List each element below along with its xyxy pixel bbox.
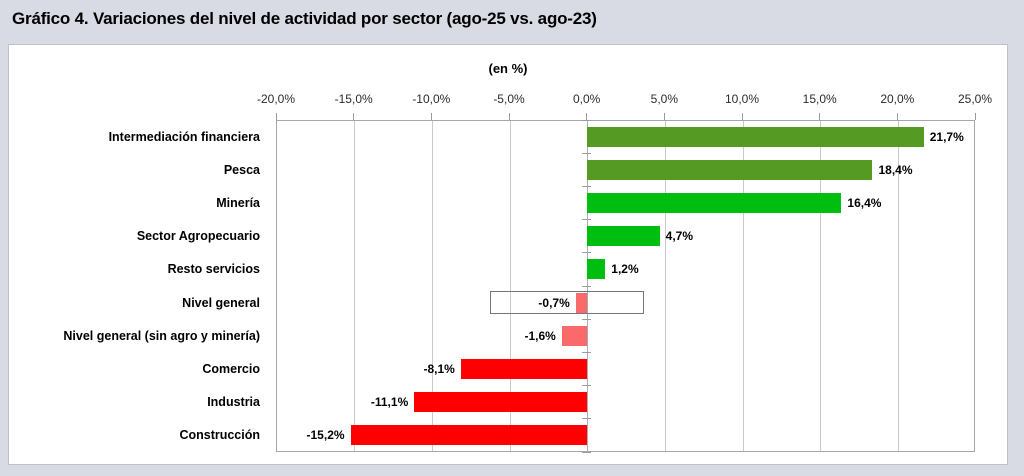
x-axis-tick-label: 15,0%: [802, 92, 837, 106]
gridline: [509, 121, 511, 451]
x-axis-tick-label: 0,0%: [572, 92, 601, 106]
bar-value-label: -0,7%: [538, 295, 570, 310]
bar-pesca: [586, 159, 873, 180]
x-axis-tick-mark: [353, 113, 355, 120]
x-axis-tick-mark: [741, 113, 743, 120]
category-axis-tick-mark: [582, 285, 592, 287]
category-label: Industria: [207, 395, 260, 410]
x-axis-tick-mark: [275, 113, 277, 120]
bar-sector-agropecuario: [586, 226, 660, 247]
category-label: Sector Agropecuario: [136, 229, 260, 244]
category-label: Construcción: [179, 428, 260, 443]
category-axis-tick-mark: [582, 119, 592, 121]
category-axis-tick-mark: [582, 451, 592, 453]
category-axis-tick-mark: [582, 252, 592, 254]
x-axis-tick-mark: [508, 113, 510, 120]
chart-title: Gráfico 4. Variaciones del nivel de acti…: [12, 9, 597, 28]
bar-value-label: 21,7%: [929, 129, 964, 144]
bar-construcci-n: [350, 425, 587, 446]
bar-nivel-general: [575, 292, 587, 313]
category-axis-tick-mark: [582, 418, 592, 420]
bar-industria: [414, 392, 587, 413]
bar-comercio: [460, 359, 587, 379]
category-label: Resto servicios: [167, 262, 260, 277]
category-label: Minería: [216, 195, 260, 210]
x-axis-tick-label: -20,0%: [256, 92, 296, 106]
bar-nivel-general-sin-agro-y-miner-a-: [561, 325, 587, 346]
category-axis-tick-mark: [582, 152, 592, 154]
bar-value-label: 16,4%: [847, 195, 882, 210]
x-axis-tick-mark: [430, 113, 432, 120]
gridline: [742, 121, 744, 451]
bar-intermediaci-n-financiera: [586, 126, 924, 147]
gridline: [664, 121, 666, 451]
bar-value-label: -11,1%: [370, 395, 409, 410]
category-axis-tick-mark: [582, 385, 592, 387]
x-axis-tick-label: -5,0%: [493, 92, 525, 106]
x-axis-tick-label: 5,0%: [650, 92, 678, 106]
gridline: [354, 121, 356, 451]
category-label: Nivel general: [182, 295, 260, 310]
category-label: Nivel general (sin agro y minería): [63, 328, 260, 343]
gridline: [431, 121, 433, 451]
category-label: Pesca: [223, 162, 260, 177]
nivel-general-highlight-box: [490, 291, 645, 315]
category-axis-tick-mark: [582, 219, 592, 221]
x-axis-tick-label: 20,0%: [880, 92, 915, 106]
category-label: Intermediación financiera: [108, 129, 260, 144]
x-axis-tick-label: -15,0%: [334, 92, 373, 106]
bar-value-label: 18,4%: [878, 162, 913, 177]
x-axis-tick-mark: [586, 113, 588, 120]
x-axis-tick-mark: [974, 113, 976, 120]
bar-value-label: -8,1%: [423, 361, 455, 376]
bar-resto-servicios: [586, 259, 606, 280]
x-axis-tick-mark: [819, 113, 821, 120]
category-axis-tick-mark: [582, 185, 592, 187]
category-label: Comercio: [202, 361, 260, 376]
x-axis-tick-label: -10,0%: [412, 92, 451, 106]
category-axis-tick-mark: [582, 351, 592, 353]
bar-value-label: 4,7%: [665, 229, 694, 244]
gridline: [820, 121, 822, 451]
x-axis-tick-label: 25,0%: [957, 92, 993, 106]
chart-subtitle: (en %): [488, 61, 528, 76]
category-axis-tick-mark: [582, 318, 592, 320]
x-axis-tick-label: 10,0%: [724, 92, 760, 106]
bar-value-label: -1,6%: [524, 328, 556, 343]
gridline: [897, 121, 899, 451]
x-axis-tick-mark: [663, 113, 665, 120]
bar-value-label: 1,2%: [611, 262, 639, 277]
x-axis-tick-mark: [896, 113, 898, 120]
bar-miner-a: [586, 193, 842, 213]
bar-value-label: -15,2%: [306, 428, 345, 443]
